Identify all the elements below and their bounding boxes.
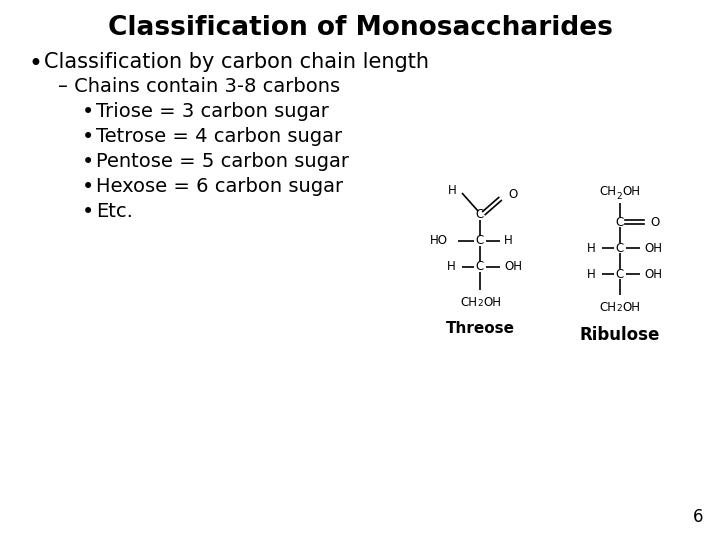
Text: OH: OH: [644, 267, 662, 280]
Text: C: C: [476, 208, 484, 221]
Text: Threose: Threose: [446, 321, 515, 336]
Text: CH: CH: [599, 185, 616, 198]
Text: C: C: [476, 260, 484, 273]
Text: Tetrose = 4 carbon sugar: Tetrose = 4 carbon sugar: [96, 127, 342, 146]
Text: OH: OH: [644, 241, 662, 254]
Text: C: C: [616, 215, 624, 228]
Text: H: H: [449, 185, 457, 198]
Text: •: •: [82, 102, 94, 122]
Text: 2: 2: [477, 299, 482, 308]
Text: OH: OH: [483, 296, 501, 309]
Text: C: C: [476, 234, 484, 247]
Text: Classification by carbon chain length: Classification by carbon chain length: [44, 52, 429, 72]
Text: C: C: [616, 267, 624, 280]
Text: •: •: [82, 202, 94, 222]
Text: 2: 2: [616, 304, 621, 313]
Text: 6: 6: [693, 508, 703, 526]
Text: •: •: [82, 127, 94, 147]
Text: O: O: [650, 215, 660, 228]
Text: •: •: [28, 52, 42, 76]
Text: 2: 2: [616, 192, 621, 201]
Text: CH: CH: [460, 296, 477, 309]
Text: OH: OH: [504, 260, 522, 273]
Text: CH: CH: [599, 301, 616, 314]
Text: Classification of Monosaccharides: Classification of Monosaccharides: [107, 15, 613, 41]
Text: Triose = 3 carbon sugar: Triose = 3 carbon sugar: [96, 102, 329, 121]
Text: Pentose = 5 carbon sugar: Pentose = 5 carbon sugar: [96, 152, 349, 171]
Text: O: O: [508, 188, 517, 201]
Text: •: •: [82, 177, 94, 197]
Text: Ribulose: Ribulose: [580, 326, 660, 344]
Text: – Chains contain 3-8 carbons: – Chains contain 3-8 carbons: [58, 77, 340, 96]
Text: H: H: [588, 241, 596, 254]
Text: HO: HO: [430, 234, 448, 247]
Text: OH: OH: [622, 301, 640, 314]
Text: H: H: [588, 267, 596, 280]
Text: H: H: [447, 260, 456, 273]
Text: H: H: [504, 234, 513, 247]
Text: •: •: [82, 152, 94, 172]
Text: OH: OH: [622, 185, 640, 198]
Text: Etc.: Etc.: [96, 202, 133, 221]
Text: Hexose = 6 carbon sugar: Hexose = 6 carbon sugar: [96, 177, 343, 196]
Text: C: C: [616, 241, 624, 254]
